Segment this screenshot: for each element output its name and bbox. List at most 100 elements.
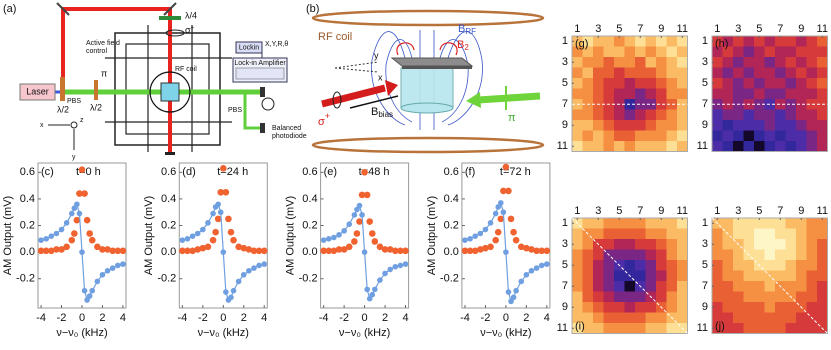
heat-cell xyxy=(666,120,678,131)
data-point xyxy=(58,226,65,233)
data-point xyxy=(199,244,207,252)
waveplate xyxy=(94,80,98,100)
guide-line xyxy=(711,217,828,334)
heat-cell xyxy=(817,312,828,324)
axis-out xyxy=(70,121,78,129)
heat-cell xyxy=(624,46,636,58)
pump-beam xyxy=(243,92,260,130)
x-axis-label: ν−ν₀ (kHz) xyxy=(339,327,390,339)
line-chart: -0.2 0.0 0.2 0.4 0.6 -4 -2 0 2 4 AM Output (mV) ν−ν… xyxy=(143,162,268,339)
heat-cell xyxy=(764,67,776,79)
heat-cell xyxy=(733,46,744,58)
heat-cell xyxy=(817,78,828,89)
heat-cell xyxy=(677,302,688,313)
data-point xyxy=(366,295,373,302)
heat-cell xyxy=(582,109,594,121)
heat-cell xyxy=(743,302,755,313)
heat-cell xyxy=(754,141,765,152)
heat-cell xyxy=(722,109,734,121)
x-tick-label: -4 xyxy=(460,312,470,324)
heat-cell xyxy=(764,239,776,250)
heat-cell xyxy=(635,67,646,79)
heat-cell xyxy=(785,302,797,313)
coil-frame xyxy=(114,32,221,146)
heat-cell xyxy=(614,239,625,250)
heat-cell xyxy=(743,312,755,324)
y-tick-label: 3 xyxy=(702,238,708,250)
heat-cell xyxy=(614,46,625,58)
vapor-cell xyxy=(160,82,180,102)
heat-cell xyxy=(796,249,807,261)
heat-cell xyxy=(775,249,786,261)
data-point xyxy=(235,278,242,285)
heat-cell xyxy=(666,323,678,334)
sigma-sup: + xyxy=(325,111,330,121)
amplifier-label: Lock-in Amplifier xyxy=(234,60,286,67)
heat-cell xyxy=(806,218,818,229)
data-point xyxy=(79,249,85,255)
data-point xyxy=(63,243,70,251)
data-point xyxy=(179,247,186,255)
coil-frame xyxy=(125,43,210,135)
heat-cell xyxy=(656,249,667,261)
heat-cell xyxy=(733,270,744,282)
axis-label: y xyxy=(72,154,76,161)
heat-cell xyxy=(754,281,765,292)
heat-cell xyxy=(754,67,765,79)
heat-cell xyxy=(656,120,667,131)
heat-cell xyxy=(677,109,688,121)
heat-cell xyxy=(656,323,667,334)
data-point xyxy=(533,265,540,271)
heat-cell xyxy=(572,36,583,47)
heat-cell xyxy=(666,141,678,152)
x-tick-label: 5 xyxy=(616,23,622,35)
heat-cell xyxy=(817,218,828,229)
heat-cell xyxy=(722,260,734,271)
data-point xyxy=(345,243,353,251)
heat-cell xyxy=(603,270,615,282)
heat-cell xyxy=(635,302,646,313)
heat-cell xyxy=(806,109,818,121)
heat-cell xyxy=(817,249,828,261)
pbs-label: PBS xyxy=(228,107,242,114)
heat-cell xyxy=(614,228,625,240)
y-axis-label: AM Output (mV) xyxy=(426,196,438,275)
data-point xyxy=(366,218,374,225)
x-tick-label: 2 xyxy=(99,312,105,324)
heat-cell xyxy=(712,109,723,121)
heat-cell xyxy=(712,270,723,282)
data-point xyxy=(341,228,347,234)
heat-cell xyxy=(582,270,594,282)
heat-cell xyxy=(722,302,734,313)
heat-cell xyxy=(743,57,755,68)
heat-cell xyxy=(712,323,723,334)
rf-coil xyxy=(311,9,545,27)
y-tick-label: 7 xyxy=(562,98,568,110)
heat-cell xyxy=(624,78,636,89)
heat-cell xyxy=(796,239,807,250)
data-point xyxy=(533,247,540,255)
panel-label: (a) xyxy=(3,3,16,15)
waveplate-label: λ/2 xyxy=(90,102,102,112)
panel-label: (h) xyxy=(715,38,728,50)
y-tick-label: 0.0 xyxy=(20,246,35,258)
heat-cell xyxy=(582,130,594,142)
heatmap-frame xyxy=(711,35,828,152)
data-point xyxy=(223,289,229,295)
data-point xyxy=(331,234,337,241)
heat-cell xyxy=(743,46,755,58)
data-point xyxy=(74,201,80,208)
heat-cell xyxy=(666,78,678,89)
data-point xyxy=(240,271,247,278)
heat-cell xyxy=(593,228,604,240)
heat-cell xyxy=(635,260,646,271)
data-point xyxy=(543,247,551,255)
heat-cell xyxy=(677,46,688,58)
heat-cell xyxy=(733,281,744,292)
heat-cell xyxy=(645,260,657,271)
heat-cell xyxy=(733,141,744,152)
heat-cell xyxy=(764,218,776,229)
heat-cell xyxy=(733,130,744,142)
data-point xyxy=(53,246,60,253)
amplifier-panel xyxy=(235,67,285,80)
